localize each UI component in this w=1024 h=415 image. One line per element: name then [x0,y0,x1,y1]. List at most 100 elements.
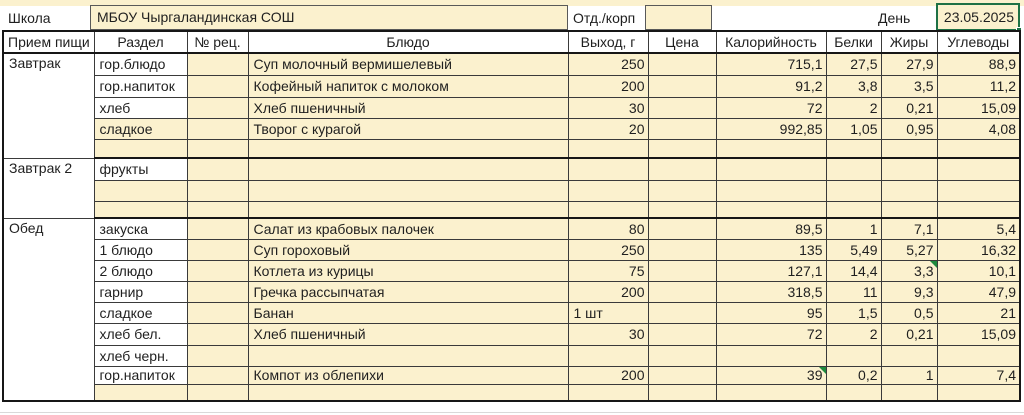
cell-calories[interactable]: 89,5 [715,217,827,240]
cell-carbs[interactable] [936,179,1021,202]
cell-price[interactable] [647,74,717,98]
cell-carbs[interactable]: 11,2 [936,74,1021,98]
cell-price[interactable] [647,383,717,402]
cell-razdel[interactable]: сладкое [93,301,188,324]
cell-dish[interactable]: Хлеб пшеничный [247,96,569,119]
column-header[interactable]: Белки [825,30,882,54]
cell-carbs[interactable] [936,200,1021,219]
cell-dish[interactable] [247,138,569,159]
cell-output[interactable] [567,179,649,202]
cell-recipe[interactable] [186,238,249,261]
cell-calories[interactable]: 135 [715,238,827,261]
cell-carbs[interactable] [936,383,1021,402]
cell-calories[interactable]: 95 [715,301,827,324]
cell-price[interactable] [647,259,717,282]
cell-output[interactable]: 75 [567,259,649,282]
cell-razdel[interactable]: хлеб бел. [93,322,188,346]
dept-label-cell[interactable]: Отд./корп [573,10,636,26]
cell-razdel[interactable]: 2 блюдо [93,259,188,282]
cell-protein[interactable] [825,138,882,159]
cell-carbs[interactable] [936,157,1021,181]
school-name-cell[interactable]: МБОУ Чыргаландинская СОШ [90,5,568,30]
cell-protein[interactable]: 1,05 [825,117,882,140]
cell-dish[interactable] [247,200,569,219]
cell-price[interactable] [647,301,717,324]
cell-calories[interactable] [715,344,827,367]
cell-razdel[interactable] [93,179,188,202]
day-label-cell[interactable]: День [878,10,911,26]
cell-carbs[interactable]: 88,9 [936,52,1021,76]
cell-calories[interactable] [715,383,827,402]
cell-fat[interactable]: 27,9 [880,52,938,76]
cell-fat[interactable]: 0,5 [880,301,938,324]
cell-recipe[interactable] [186,96,249,119]
cell-fat[interactable]: 0,21 [880,96,938,119]
cell-fat[interactable] [880,344,938,367]
cell-dish[interactable] [247,383,569,402]
cell-dish[interactable]: Хлеб пшеничный [247,322,569,346]
cell-protein[interactable] [825,383,882,402]
cell-protein[interactable]: 27,5 [825,52,882,76]
cell-protein[interactable] [825,200,882,219]
cell-razdel[interactable]: хлеб [93,96,188,119]
cell-recipe[interactable] [186,200,249,219]
cell-dish[interactable]: Гречка рассыпчатая [247,280,569,303]
cell-razdel[interactable]: гор.блюдо [93,52,188,76]
cell-protein[interactable]: 2 [825,322,882,346]
cell-output[interactable]: 20 [567,117,649,140]
cell-output[interactable] [567,157,649,181]
cell-fat[interactable]: 3,3 [880,259,938,282]
cell-output[interactable] [567,138,649,159]
cell-carbs[interactable]: 4,08 [936,117,1021,140]
cell-recipe[interactable] [186,301,249,324]
cell-razdel[interactable]: гор.напиток [93,365,188,385]
cell-output[interactable]: 200 [567,280,649,303]
column-header[interactable]: Углеводы [936,30,1021,54]
cell-output[interactable] [567,383,649,402]
cell-dish[interactable]: Творог с курагой [247,117,569,140]
cell-dish[interactable]: Суп молочный вермишелевый [247,52,569,76]
cell-dish[interactable]: Салат из крабовых палочек [247,217,569,240]
cell-carbs[interactable]: 47,9 [936,280,1021,303]
cell-fat[interactable] [880,200,938,219]
cell-calories[interactable] [715,200,827,219]
cell-price[interactable] [647,238,717,261]
column-header[interactable]: № рец. [186,30,249,54]
cell-calories[interactable]: 318,5 [715,280,827,303]
cell-fat[interactable] [880,157,938,181]
cell-razdel[interactable]: гарнир [93,280,188,303]
cell-calories[interactable] [715,179,827,202]
cell-price[interactable] [647,52,717,76]
cell-output[interactable]: 30 [567,322,649,346]
cell-recipe[interactable] [186,117,249,140]
cell-protein[interactable]: 11 [825,280,882,303]
cell-razdel[interactable] [93,383,188,402]
cell-fat[interactable] [880,179,938,202]
cell-calories[interactable] [715,157,827,181]
cell-carbs[interactable]: 16,32 [936,238,1021,261]
cell-razdel[interactable]: сладкое [93,117,188,140]
cell-fat[interactable]: 0,95 [880,117,938,140]
cell-dish[interactable]: Банан [247,301,569,324]
column-header[interactable]: Жиры [880,30,938,54]
cell-dish[interactable] [247,179,569,202]
cell-protein[interactable]: 0,2 [825,365,882,385]
cell-price[interactable] [647,96,717,119]
cell-calories[interactable]: 715,1 [715,52,827,76]
cell-price[interactable] [647,138,717,159]
cell-output[interactable] [567,344,649,367]
cell-recipe[interactable] [186,74,249,98]
cell-recipe[interactable] [186,259,249,282]
cell-price[interactable] [647,365,717,385]
cell-price[interactable] [647,217,717,240]
cell-calories[interactable]: 992,85 [715,117,827,140]
cell-output[interactable]: 1 шт [567,301,649,324]
column-header[interactable]: Выход, г [567,30,649,54]
cell-price[interactable] [647,280,717,303]
cell-carbs[interactable]: 15,09 [936,96,1021,119]
school-label-cell[interactable]: Школа [8,10,51,26]
cell-recipe[interactable] [186,179,249,202]
cell-fat[interactable]: 0,21 [880,322,938,346]
cell-protein[interactable] [825,157,882,181]
cell-price[interactable] [647,200,717,219]
